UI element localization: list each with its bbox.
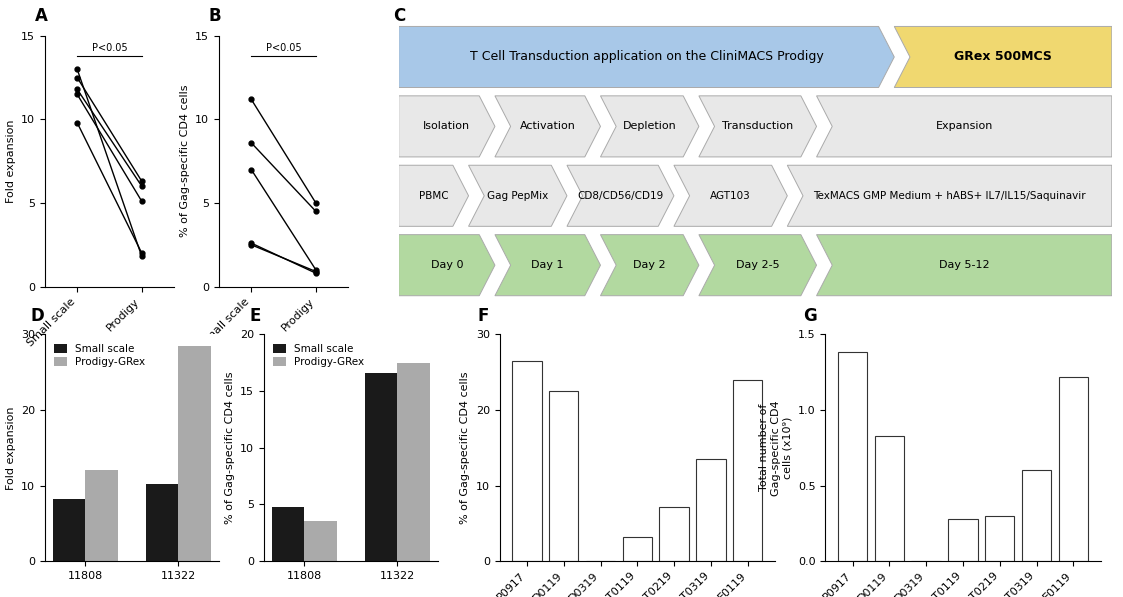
Text: E: E: [250, 307, 262, 325]
Legend: Small scale, Prodigy-GRex: Small scale, Prodigy-GRex: [51, 340, 149, 371]
Text: Gag PepMix: Gag PepMix: [487, 191, 548, 201]
Text: B: B: [209, 7, 221, 25]
Bar: [304, 522, 337, 561]
Text: Isolation: Isolation: [423, 121, 471, 131]
Bar: [398, 362, 430, 561]
Text: Day 5-12: Day 5-12: [939, 260, 989, 270]
Bar: [272, 507, 304, 561]
Polygon shape: [787, 165, 1112, 226]
Text: A: A: [35, 7, 47, 25]
Text: D: D: [31, 307, 45, 325]
Polygon shape: [601, 96, 699, 157]
Bar: [85, 470, 118, 561]
Text: T Cell Transduction application on the CliniMACS Prodigy: T Cell Transduction application on the C…: [469, 51, 823, 63]
Bar: [365, 373, 398, 561]
Polygon shape: [399, 235, 495, 296]
Y-axis label: % of Gag-specific CD4 cells: % of Gag-specific CD4 cells: [180, 85, 190, 238]
Text: TexMACS GMP Medium + hABS+ IL7/IL15/Saquinavir: TexMACS GMP Medium + hABS+ IL7/IL15/Saqu…: [813, 191, 1086, 201]
Text: Day 2-5: Day 2-5: [736, 260, 779, 270]
Bar: [659, 507, 688, 561]
Text: P<0.05: P<0.05: [92, 42, 127, 53]
Text: CD8/CD56/CD19: CD8/CD56/CD19: [577, 191, 664, 201]
Polygon shape: [699, 96, 816, 157]
Polygon shape: [495, 96, 601, 157]
Bar: [696, 459, 725, 561]
Y-axis label: Total number of
Gag-specific CD4
cells (x10⁹): Total number of Gag-specific CD4 cells (…: [759, 400, 793, 496]
Bar: [985, 516, 1014, 561]
Polygon shape: [674, 165, 787, 226]
Polygon shape: [894, 26, 1112, 88]
Text: Day 1: Day 1: [531, 260, 564, 270]
Text: Activation: Activation: [520, 121, 576, 131]
Y-axis label: % of Gag-specific CD4 cells: % of Gag-specific CD4 cells: [225, 371, 235, 524]
Polygon shape: [495, 235, 601, 296]
Text: Day 2: Day 2: [633, 260, 666, 270]
Bar: [512, 361, 541, 561]
Legend: Small scale, Prodigy-GRex: Small scale, Prodigy-GRex: [270, 340, 368, 371]
Bar: [733, 380, 763, 561]
Text: GRex 500MCS: GRex 500MCS: [955, 51, 1052, 63]
Polygon shape: [399, 165, 468, 226]
Polygon shape: [816, 235, 1112, 296]
Text: Expansion: Expansion: [935, 121, 993, 131]
Bar: [146, 484, 179, 561]
Text: C: C: [393, 7, 405, 25]
Text: P<0.05: P<0.05: [266, 42, 301, 53]
Text: PBMC: PBMC: [419, 191, 448, 201]
Bar: [53, 499, 85, 561]
Bar: [875, 436, 904, 561]
Y-axis label: Fold expansion: Fold expansion: [6, 119, 16, 203]
Text: Transduction: Transduction: [722, 121, 793, 131]
Polygon shape: [567, 165, 674, 226]
Bar: [948, 519, 978, 561]
Polygon shape: [468, 165, 567, 226]
Text: G: G: [803, 307, 818, 325]
Bar: [1022, 470, 1051, 561]
Text: Depletion: Depletion: [623, 121, 676, 131]
Bar: [549, 391, 578, 561]
Text: Day 0: Day 0: [430, 260, 463, 270]
Y-axis label: Fold expansion: Fold expansion: [6, 406, 16, 490]
Polygon shape: [699, 235, 816, 296]
Bar: [179, 346, 211, 561]
Bar: [622, 537, 652, 561]
Text: F: F: [477, 307, 490, 325]
Bar: [1059, 377, 1088, 561]
Polygon shape: [601, 235, 699, 296]
Polygon shape: [399, 26, 894, 88]
Y-axis label: % of Gag-specific CD4 cells: % of Gag-specific CD4 cells: [460, 371, 471, 524]
Polygon shape: [399, 96, 495, 157]
Polygon shape: [816, 96, 1112, 157]
Text: AGT103: AGT103: [710, 191, 751, 201]
Bar: [838, 352, 867, 561]
